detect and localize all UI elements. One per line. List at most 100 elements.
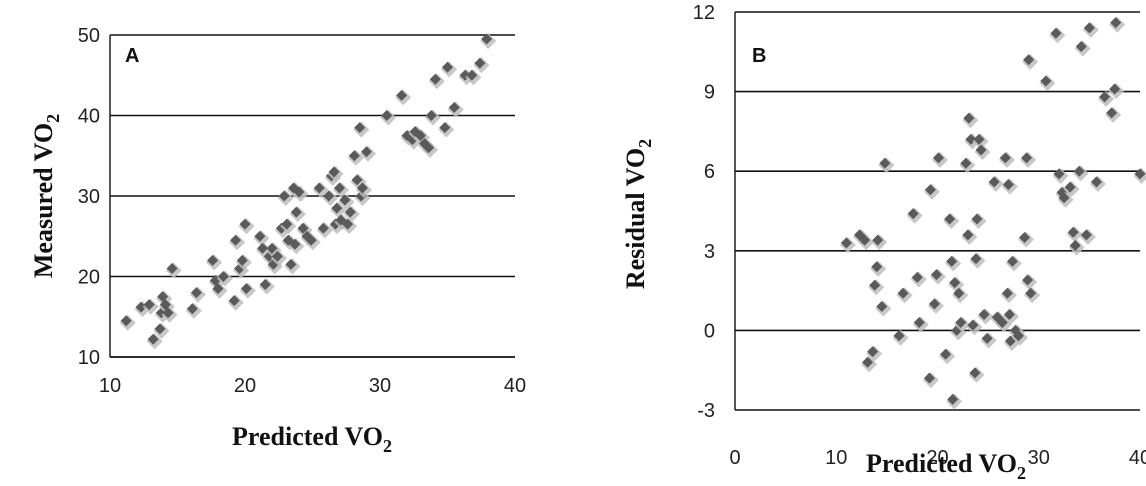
b-data-point (1052, 167, 1069, 184)
a-data-point (441, 61, 457, 78)
b-data-point (1001, 178, 1018, 195)
b-panel-label: B (752, 45, 766, 67)
a-x-axis-title: Predicted VO2 (232, 422, 392, 456)
b-data-point (927, 297, 944, 314)
b-data-point (1068, 239, 1085, 256)
b-data-point (1082, 21, 1099, 38)
a-data-point (347, 149, 364, 166)
b-data-point (968, 366, 985, 383)
b-data-point (974, 143, 991, 160)
b-data-point (977, 308, 994, 325)
a-data-point (161, 306, 178, 323)
b-data-point (870, 260, 887, 277)
b-data-point (1021, 273, 1038, 290)
b-data-point (922, 372, 939, 389)
b-y-axis-title: Residual VO2 (621, 139, 655, 289)
b-data-point (1063, 181, 1080, 198)
b-data-point (1000, 287, 1017, 304)
a-y-tick-label: 40 (78, 106, 100, 128)
b-data-point (987, 175, 1004, 192)
b-data-point (939, 348, 956, 365)
a-data-point (185, 302, 202, 319)
b-data-point (1024, 287, 1041, 304)
a-data-point (360, 145, 376, 162)
b-x-ticks: 0 10 20 30 40 (729, 447, 1146, 469)
a-y-tick-label: 20 (78, 267, 100, 289)
b-gridlines (735, 11, 1140, 411)
a-data-point (235, 254, 252, 271)
a-data-point (333, 181, 349, 198)
a-data-point (473, 57, 490, 74)
a-panel-label: A (125, 45, 139, 67)
a-data-point (438, 121, 455, 138)
a-data-point (428, 73, 445, 90)
a-data-point (229, 234, 246, 251)
a-data-point (424, 109, 441, 126)
b-data-point (1018, 231, 1035, 248)
b-data-point (945, 255, 962, 272)
b-data-point (932, 151, 949, 168)
b-data-point (1022, 53, 1039, 70)
b-data-point (1133, 167, 1146, 184)
b-data-point (1074, 40, 1091, 57)
a-data-point (258, 278, 275, 295)
a-data-point (216, 270, 233, 287)
b-y-tick-label: 3 (704, 241, 715, 263)
b-data-point (959, 157, 976, 174)
a-data-points (119, 33, 497, 350)
b-data-point (954, 316, 971, 333)
a-y-tick-label: 50 (78, 25, 100, 47)
a-data-point (239, 282, 256, 299)
a-y-ticks: 10 20 30 40 50 (78, 25, 100, 369)
a-data-point (265, 242, 282, 259)
b-data-point (839, 236, 856, 253)
b-data-point (962, 112, 979, 129)
panel-b: -3 0 3 6 9 12 0 10 20 30 40 B Predicted VO2 Resid… (621, 2, 1146, 483)
a-data-point (289, 206, 306, 223)
b-x-tick-label: 40 (1129, 447, 1146, 469)
a-data-point (277, 190, 294, 206)
a-data-point (142, 298, 159, 315)
a-data-point (270, 250, 287, 267)
b-y-tick-label: -3 (697, 400, 715, 422)
a-data-point (312, 181, 329, 198)
a-data-point (422, 141, 439, 158)
a-data-point (189, 286, 206, 303)
a-data-point (153, 322, 170, 339)
a-x-tick-label: 40 (504, 375, 526, 397)
a-data-point (253, 230, 270, 247)
a-data-point (211, 282, 228, 299)
b-data-point (1002, 308, 1019, 325)
a-data-point (206, 254, 223, 271)
b-data-point (1012, 329, 1028, 346)
b-data-point (943, 212, 960, 229)
b-data-point (1072, 165, 1089, 182)
a-data-point (292, 185, 309, 202)
b-x-tick-label: 30 (1028, 447, 1050, 469)
a-data-point (480, 33, 497, 50)
b-data-point (892, 329, 909, 346)
a-data-point (280, 218, 297, 235)
a-data-point (322, 190, 339, 206)
b-data-point (998, 151, 1015, 168)
b-data-point (875, 300, 892, 317)
b-x-tick-label: 20 (926, 447, 948, 469)
a-data-point (288, 238, 305, 255)
panel-a: 10 20 30 40 50 10 20 30 40 A Predicted VO2 Meas… (29, 25, 526, 456)
b-data-point (1057, 191, 1074, 208)
a-data-point (284, 258, 301, 275)
a-data-point (395, 89, 412, 106)
b-data-point (1109, 16, 1126, 33)
a-x-tick-label: 10 (99, 375, 121, 397)
a-y-tick-label: 30 (78, 186, 100, 208)
a-y-axis-title: Measured VO2 (29, 114, 63, 278)
a-data-point (165, 262, 182, 279)
b-data-point (946, 393, 963, 410)
b-data-point (1005, 255, 1022, 272)
a-x-tick-label: 20 (234, 375, 256, 397)
a-data-point (341, 218, 358, 235)
b-data-point (1066, 226, 1083, 243)
b-y-ticks: -3 0 3 6 9 12 (693, 2, 715, 422)
a-x-tick-label: 30 (369, 375, 391, 397)
